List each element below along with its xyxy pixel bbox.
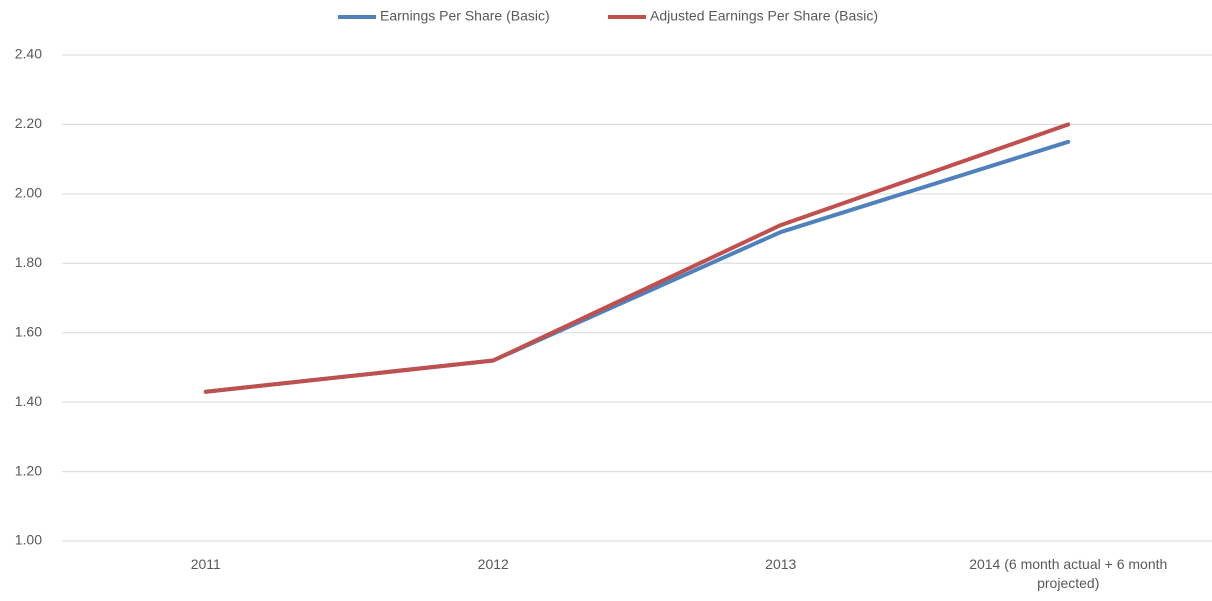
y-tick-label: 2.20 [15,115,42,131]
series-line [203,122,1071,394]
legend-label: Adjusted Earnings Per Share (Basic) [650,8,878,24]
x-tick-label: 2013 [765,556,797,572]
y-tick-label: 1.80 [15,254,42,270]
x-tick-label: 2011 [190,556,221,572]
y-tick-label: 1.00 [15,532,42,548]
series-line [203,139,1071,394]
y-tick-label: 1.40 [15,393,42,409]
y-tick-label: 1.60 [15,323,42,339]
x-tick-label: 2014 (6 month actual + 6 month projected… [969,556,1168,591]
legend-label: Earnings Per Share (Basic) [380,8,550,24]
y-tick-label: 2.40 [15,46,42,62]
y-tick-label: 2.00 [15,185,42,201]
x-tick-label: 2012 [477,556,509,572]
y-tick-label: 1.20 [15,462,42,478]
